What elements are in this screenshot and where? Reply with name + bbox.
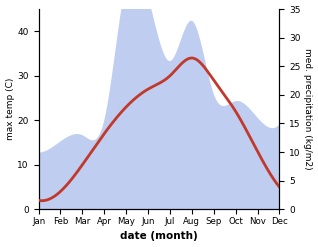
X-axis label: date (month): date (month) — [120, 231, 198, 242]
Y-axis label: max temp (C): max temp (C) — [5, 78, 15, 140]
Y-axis label: med. precipitation (kg/m2): med. precipitation (kg/m2) — [303, 48, 313, 170]
